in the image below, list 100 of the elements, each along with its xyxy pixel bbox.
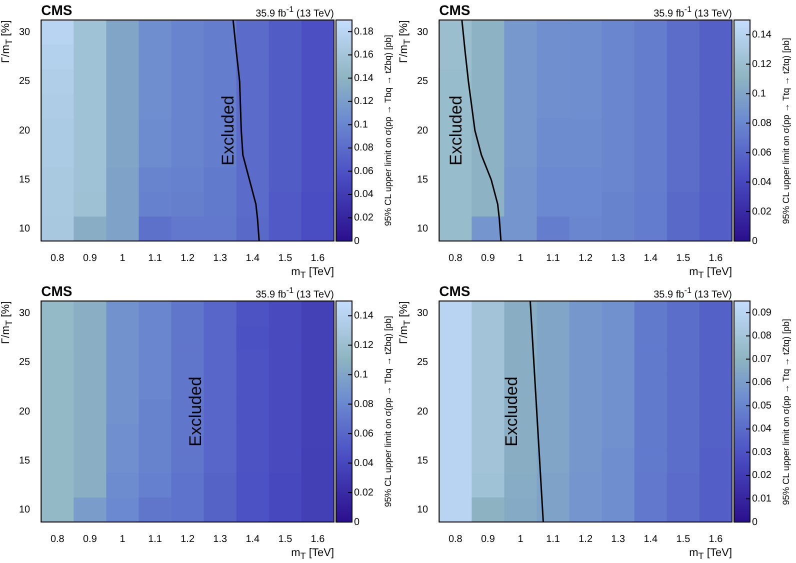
color-bar-label: 0 [752,516,758,528]
color-bar-title: 95% CL upper limit on σ(pp → Tbq → tZbq) [pb] [383,316,393,507]
x-axis-title: m$_{T}$ [TeV] [689,546,732,561]
y-tick-label: 10 [417,504,429,516]
color-bar-label: 0.08 [354,142,374,154]
x-tick-label: 1.6 [708,534,724,545]
x-tick-label: 1.1 [148,252,162,264]
y-tick-label: 20 [19,406,31,418]
color-bar-label: 0.06 [354,428,374,440]
color-bar-label: 0.12 [354,340,374,351]
x-tick-label: 1.6 [310,252,326,264]
color-bar-label: 0.02 [752,206,772,218]
x-tick-label: 1.2 [578,252,593,264]
y-tick-label: 25 [417,76,429,88]
x-tick-label: 1.5 [278,534,293,545]
x-tick-label: 1.4 [246,534,260,545]
chart-subtitle: 35.9 fb$^{-1}$ (13 TeV) [256,285,334,300]
x-tick-label: 0.9 [480,534,496,545]
y-tick-label: 30 [19,27,31,38]
x-tick-label: 0.8 [50,252,65,264]
y-tick-label: 15 [417,174,429,186]
chart-title: CMS [439,2,470,18]
chart-title: CMS [41,2,72,18]
y-tick-label: 30 [417,27,429,38]
x-tick-label: 1.3 [213,534,228,545]
chart-title: CMS [439,283,470,299]
x-tick-label: 0.8 [50,534,65,545]
y-tick-label: 10 [19,223,31,234]
y-tick-label: 20 [417,125,429,136]
color-bar-label: 0.02 [354,212,374,224]
x-tick-label: 1.5 [278,252,293,264]
x-tick-label: 1.6 [708,252,724,264]
x-tick-label: 1.4 [644,252,658,264]
x-tick-label: 0.8 [448,252,463,264]
y-tick-label: 15 [19,455,31,466]
color-bar-label: 0.03 [752,446,772,458]
color-bar-label: 0.04 [752,176,772,188]
color-bar-label: 0.12 [354,96,374,108]
color-bar-label: 0.05 [752,400,772,412]
color-bar-label: 0.14 [752,29,772,40]
color-bar-label: 0.1 [354,119,368,130]
x-tick-label: 1.5 [676,252,691,264]
color-bar-label: 0.02 [354,487,374,498]
x-tick-label: 1.2 [578,534,593,545]
y-tick-label: 30 [19,308,31,320]
y-tick-label: 15 [417,455,429,466]
color-bar-label: 0.06 [752,147,772,158]
chart-subtitle: 35.9 fb$^{-1}$ (13 TeV) [654,285,732,300]
color-bar-label: 0.08 [752,118,772,129]
y-tick-label: 25 [19,76,31,88]
annotation: Excluded [446,96,466,166]
y-tick-label: 10 [19,504,31,516]
x-tick-label: 0.8 [448,534,463,545]
x-tick-label: 1.1 [546,252,560,264]
x-tick-label: 1 [120,534,126,545]
x-axis-title: m$_{T}$ [TeV] [291,266,334,280]
chart-subtitle: 35.9 fb$^{-1}$ (13 TeV) [256,4,334,20]
x-tick-label: 1.4 [644,534,658,545]
x-tick-label: 0.9 [480,252,496,264]
color-bar-label: 0.16 [354,50,374,61]
color-bar-label: 0.07 [752,354,772,365]
chart-subtitle: 35.9 fb$^{-1}$ (13 TeV) [654,4,732,20]
y-tick-label: 15 [19,174,31,186]
color-bar-label: 0 [752,236,758,247]
color-bar-label: 0.02 [752,470,772,482]
color-bar-label: 0.04 [354,458,374,469]
x-tick-label: 1.6 [310,534,326,545]
color-bar-label: 0 [354,516,360,528]
x-axis-title: m$_{T}$ [TeV] [291,546,334,561]
x-tick-label: 1 [518,252,524,264]
x-tick-label: 1.1 [546,534,560,545]
color-bar-label: 0.09 [752,307,772,318]
color-bar-label: 0.01 [752,493,772,504]
color-bar-label: 0.14 [354,72,374,84]
x-tick-label: 1 [518,534,524,545]
chart-title: CMS [41,283,72,299]
y-tick-label: 30 [417,308,429,320]
annotation: Excluded [218,96,238,166]
x-tick-label: 1.2 [180,252,195,264]
x-tick-label: 1.4 [246,252,260,264]
y-tick-label: 20 [19,125,31,136]
x-tick-label: 1.3 [611,252,626,264]
x-tick-label: 1.5 [676,534,691,545]
x-tick-label: 0.9 [82,252,98,264]
annotation: Excluded [186,376,206,446]
x-tick-label: 1.3 [611,534,626,545]
color-bar-label: 0.06 [354,166,374,177]
annotation: Excluded [502,376,522,446]
y-tick-label: 20 [417,406,429,418]
color-bar-label: 0.08 [752,330,772,342]
y-tick-label: 10 [417,223,429,234]
x-tick-label: 1.2 [180,534,195,545]
color-bar-label: 0.12 [752,58,772,70]
color-bar-label: 0 [354,236,360,247]
color-bar-title: 95% CL upper limit on σ(pp → Tbq → tZbq) [pb] [383,34,393,226]
color-bar-title: 95% CL upper limit on σ(pp → Ttq → tZtq) [pb] [781,37,791,224]
color-bar-title: 95% CL upper limit on σ(pp → Ttq → tZtq) [pb] [781,318,791,504]
color-bar-label: 0.1 [354,369,368,380]
y-tick-label: 25 [417,357,429,368]
y-tick-label: 25 [19,357,31,368]
